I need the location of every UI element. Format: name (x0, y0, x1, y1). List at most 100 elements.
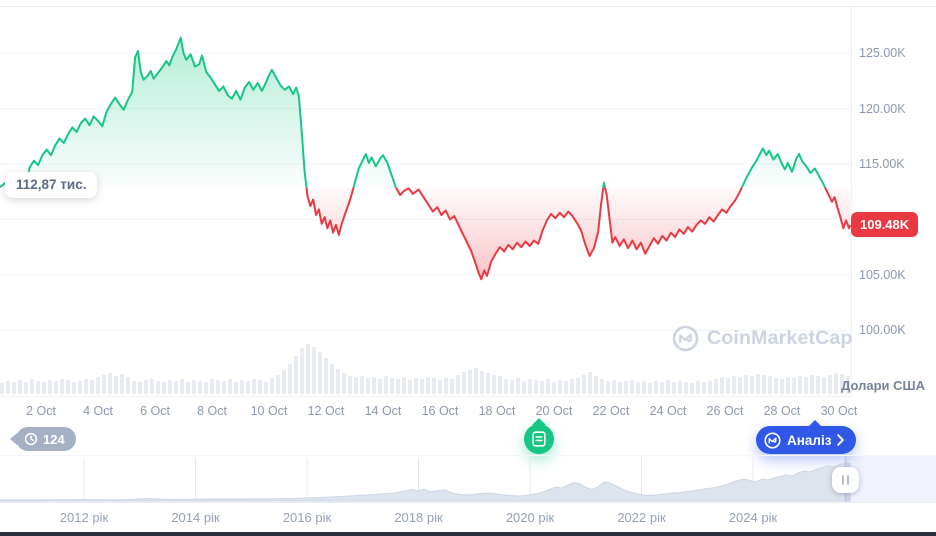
volume-bar (258, 380, 262, 394)
volume-bar (90, 380, 94, 394)
currency-label: Долари США (841, 378, 925, 393)
volume-bar (126, 377, 130, 394)
clock-history-icon (24, 432, 38, 446)
volume-bar (240, 380, 244, 394)
volume-bar (588, 372, 592, 394)
price-line-green (0, 36, 827, 188)
coinmarketcap-logo-icon (672, 325, 699, 352)
volume-bar (324, 358, 328, 394)
volume-bar (510, 380, 514, 394)
volume-bar (60, 379, 64, 394)
volume-bar (672, 382, 676, 394)
analysis-button[interactable]: Аналіз (756, 420, 857, 454)
x-axis-label: 30 Oct (820, 404, 858, 418)
volume-bar (564, 381, 568, 394)
volume-bar (108, 373, 112, 394)
x-axis-label: 16 Oct (421, 404, 459, 418)
volume-bar (276, 375, 280, 394)
y-axis-label: 100.00K (859, 323, 906, 338)
volume-bar (690, 383, 694, 394)
volume-bar (234, 382, 238, 394)
volume-bar (498, 376, 502, 394)
volume-bar (678, 381, 682, 394)
x-axis-label: 8 Oct (197, 404, 227, 418)
timeline-scrubber[interactable] (0, 456, 936, 502)
volume-bar (600, 379, 604, 394)
volume-bar (654, 381, 658, 394)
volume-bar (552, 382, 556, 394)
volume-bar (666, 380, 670, 394)
last-price-badge: 109.48K (851, 212, 919, 237)
volume-bar (522, 381, 526, 394)
volume-bar (330, 364, 334, 394)
history-count-button[interactable]: 124 (16, 427, 76, 451)
volume-bar (744, 375, 748, 394)
volume-bar (84, 379, 88, 394)
volume-bar (96, 377, 100, 394)
news-event-marker[interactable] (524, 424, 554, 454)
price-line-red (0, 187, 852, 281)
volume-bar (162, 382, 166, 394)
timeline-scrub-handle[interactable] (832, 467, 859, 493)
x-axis-label: 26 Oct (706, 404, 744, 418)
volume-bar (186, 382, 190, 394)
main-price-chart[interactable] (0, 0, 936, 455)
volume-bar (684, 382, 688, 394)
chevron-right-icon (837, 434, 845, 446)
volume-bar (360, 376, 364, 394)
year-label: 2020 рік (505, 510, 555, 525)
volume-bar (414, 378, 418, 394)
volume-bar (282, 370, 286, 394)
volume-bar (756, 374, 760, 394)
volume-bar (24, 382, 28, 394)
volume-bar (648, 383, 652, 394)
volume-bar (378, 379, 382, 394)
volume-bar (192, 380, 196, 394)
year-label: 2012 рік (59, 510, 109, 525)
volume-bar (504, 379, 508, 394)
x-axis-label: 2 Oct (26, 404, 56, 418)
volume-bar (624, 381, 628, 394)
area-below-baseline (9, 187, 851, 280)
volume-bar (48, 380, 52, 394)
volume-bar (72, 382, 76, 394)
volume-bar (834, 373, 838, 394)
volume-bar (18, 380, 22, 394)
volume-bar (768, 376, 772, 394)
history-count: 124 (43, 431, 65, 447)
year-label: 2022 рік (617, 510, 666, 525)
volume-bar (270, 378, 274, 394)
volume-bar (180, 379, 184, 394)
x-axis-label: 4 Oct (83, 404, 113, 418)
volume-bar (132, 381, 136, 394)
volume-bar (534, 380, 538, 394)
y-axis-label: 105.00K (859, 267, 906, 282)
volume-bar (720, 377, 724, 394)
volume-bar (54, 381, 58, 394)
x-axis-label: 18 Oct (478, 404, 516, 418)
volume-bar (750, 376, 754, 394)
year-label: 2016 рік (282, 510, 332, 525)
volume-bar (300, 348, 304, 394)
coinmarketcap-logo-icon (764, 431, 781, 449)
volume-bar (420, 379, 424, 394)
volume-bar (732, 376, 736, 394)
baseline-price-pill: 112,87 тис. (5, 172, 98, 198)
volume-bar (114, 376, 118, 394)
document-icon (532, 431, 546, 447)
volume-bar (708, 381, 712, 394)
volume-bar (384, 376, 388, 394)
volume-bar (396, 379, 400, 394)
selected-range (845, 456, 936, 502)
analysis-label: Аналіз (787, 432, 832, 448)
volume-bar (558, 380, 562, 394)
volume-bar (474, 368, 478, 394)
volume-bar (66, 380, 70, 394)
volume-bar (294, 356, 298, 394)
volume-bar (198, 381, 202, 394)
volume-bar (696, 381, 700, 394)
x-axis-label: 28 Oct (763, 404, 801, 418)
volume-bar (546, 379, 550, 394)
volume-bar (702, 382, 706, 394)
